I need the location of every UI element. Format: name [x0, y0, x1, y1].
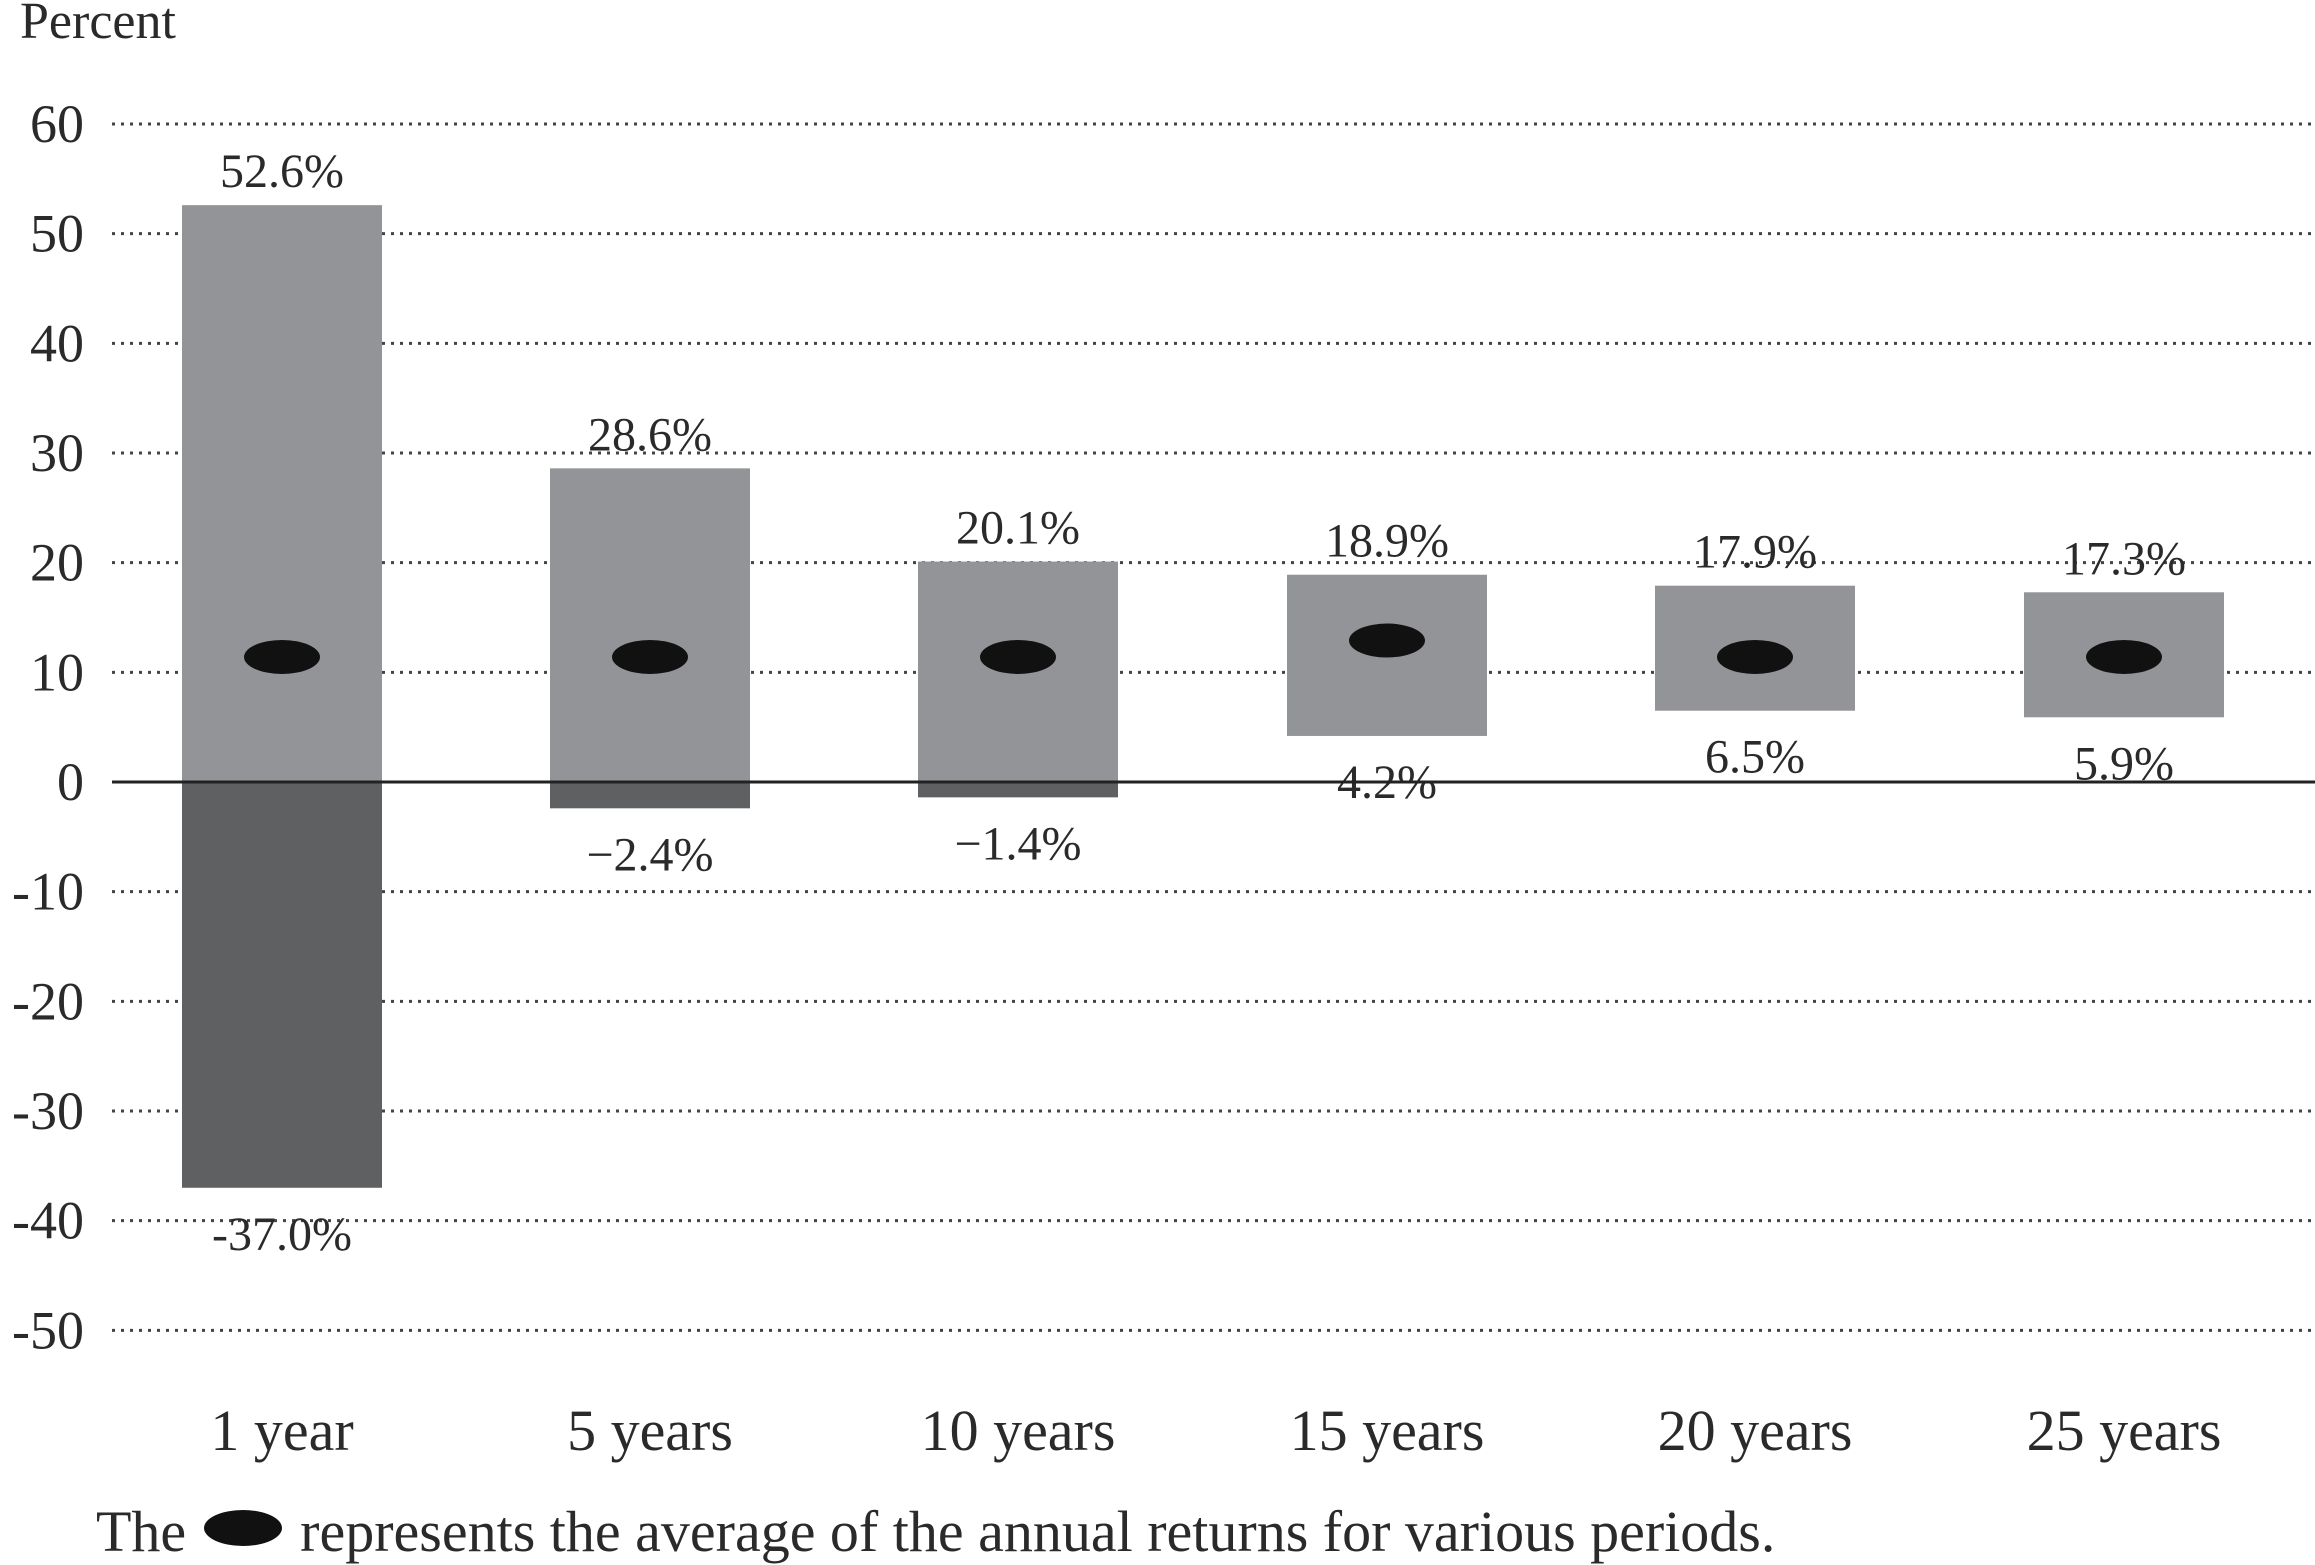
max-value-label: 18.9%: [1325, 515, 1449, 568]
y-tick-label: 10: [30, 642, 84, 702]
y-tick-label: 50: [30, 204, 84, 264]
footnote-text-after: represents the average of the annual ret…: [300, 1499, 1776, 1564]
max-value-label: 28.6%: [588, 408, 712, 461]
y-tick-label: -10: [12, 862, 84, 922]
x-category-label: 25 years: [2027, 1398, 2222, 1463]
max-value-label: 20.1%: [956, 502, 1080, 555]
average-marker: [612, 639, 688, 674]
y-tick-label: -50: [12, 1300, 84, 1360]
y-tick-label: 30: [30, 423, 84, 483]
bar-positive: [182, 205, 382, 783]
bar-negative: [182, 782, 382, 1188]
bar-negative: [550, 782, 750, 809]
black-ellipse-icon: [204, 1509, 283, 1546]
x-category-label: 1 year: [210, 1398, 353, 1463]
average-marker: [1717, 639, 1793, 674]
x-category-label: 15 years: [1290, 1398, 1485, 1463]
y-tick-label: -30: [12, 1081, 84, 1141]
average-marker: [2086, 639, 2162, 674]
max-value-label: 17.9%: [1693, 526, 1817, 579]
y-tick-label: 60: [30, 94, 84, 154]
min-value-label: -37.0%: [212, 1208, 352, 1261]
x-category-label: 10 years: [921, 1398, 1116, 1463]
y-tick-label: 40: [30, 313, 84, 373]
min-value-label: −2.4%: [586, 828, 713, 881]
min-value-label: 6.5%: [1705, 731, 1805, 784]
x-category-label: 5 years: [567, 1398, 733, 1463]
average-marker: [1349, 623, 1425, 658]
y-tick-label: 20: [30, 533, 84, 593]
average-marker: [244, 639, 320, 674]
min-value-label: −1.4%: [954, 817, 1081, 870]
bar-positive: [550, 468, 750, 782]
average-marker: [980, 639, 1056, 674]
max-value-label: 17.3%: [2062, 532, 2186, 585]
max-value-label: 52.6%: [220, 145, 344, 198]
y-tick-label: -20: [12, 971, 84, 1031]
y-axis-title: Percent: [20, 0, 176, 50]
x-category-label: 20 years: [1658, 1398, 1853, 1463]
footnote-text-before: The: [96, 1499, 187, 1564]
footnote: The represents the average of the annual …: [96, 1498, 1775, 1565]
y-tick-label: -40: [12, 1191, 84, 1251]
bar-negative: [918, 782, 1118, 798]
y-tick-label: 0: [57, 752, 84, 812]
